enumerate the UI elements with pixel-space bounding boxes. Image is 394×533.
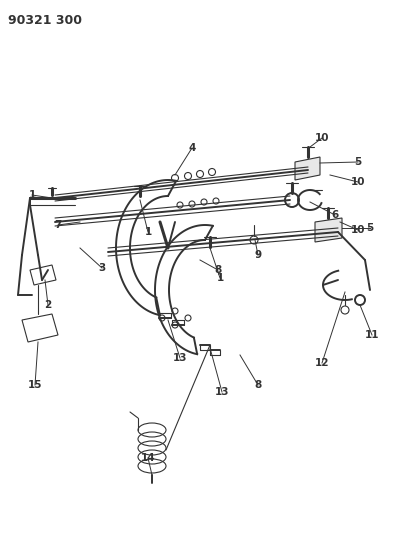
Text: 12: 12 xyxy=(315,358,329,368)
Text: 1: 1 xyxy=(216,273,224,283)
Polygon shape xyxy=(295,157,320,180)
Text: 9: 9 xyxy=(255,250,262,260)
Text: 2: 2 xyxy=(45,300,52,310)
Text: 90321 300: 90321 300 xyxy=(8,14,82,27)
Text: 13: 13 xyxy=(173,353,187,363)
Text: 14: 14 xyxy=(141,453,155,463)
Text: 10: 10 xyxy=(351,225,365,235)
Text: 11: 11 xyxy=(365,330,379,340)
Text: 5: 5 xyxy=(354,157,362,167)
Text: 3: 3 xyxy=(98,263,106,273)
Text: 8: 8 xyxy=(255,380,262,390)
Text: 1: 1 xyxy=(144,227,152,237)
Text: 15: 15 xyxy=(28,380,42,390)
Text: 8: 8 xyxy=(214,265,221,275)
Text: 1: 1 xyxy=(28,190,35,200)
Text: 6: 6 xyxy=(331,210,338,220)
Text: 13: 13 xyxy=(215,387,229,397)
Text: 5: 5 xyxy=(366,223,374,233)
Text: 10: 10 xyxy=(351,177,365,187)
Text: 4: 4 xyxy=(188,143,196,153)
Text: 7: 7 xyxy=(54,220,62,230)
Text: 10: 10 xyxy=(315,133,329,143)
Polygon shape xyxy=(315,218,342,242)
